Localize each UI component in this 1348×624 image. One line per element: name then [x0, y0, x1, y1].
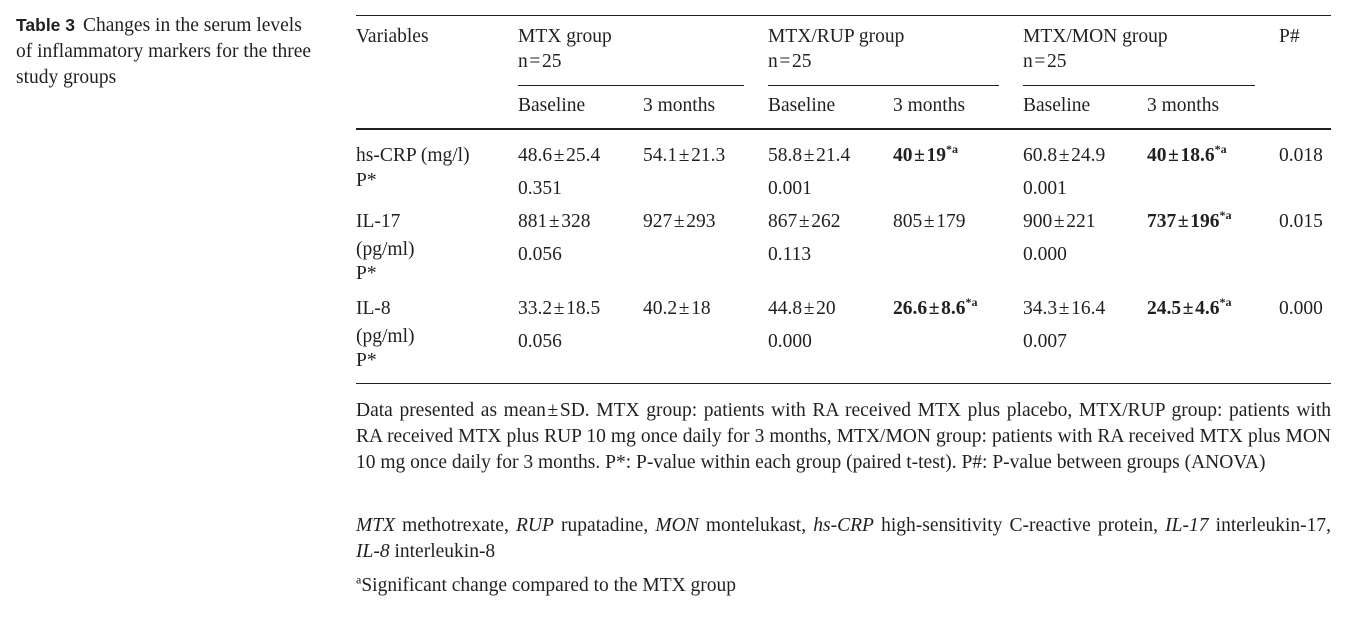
row-il17-mtx-p: 0.056 [518, 244, 562, 265]
header-rule [356, 128, 1331, 130]
significance-mark: *a [945, 141, 958, 156]
row-il17-p-between: 0.015 [1279, 211, 1323, 232]
row-hscrp-variable: hs-CRP (mg/l) [356, 145, 470, 166]
top-rule [356, 15, 1331, 16]
abbreviations-note: MTX methotrexate, RUP rupatadine, MON mo… [356, 513, 1331, 565]
row-il17-p-label: P* [356, 263, 377, 284]
header-mon-group: MTX/MON group [1023, 26, 1168, 47]
data-presented-note: Data presented as mean ± SD. MTX group: … [356, 400, 1331, 473]
table-caption: Table 3 Changes in the serum levels of in… [16, 12, 316, 91]
header-mon-n: n = 25 [1023, 51, 1067, 72]
abbr-mtx-def: methotrexate, [402, 515, 516, 536]
abbr-il17-def: interleukin-17, [1215, 515, 1332, 536]
row-il8-mtx-3months: 40.2 ± 18 [643, 298, 711, 319]
header-rup-n: n = 25 [768, 51, 812, 72]
significance-mark: *a [1219, 207, 1232, 222]
row-il8-p-between: 0.000 [1279, 298, 1323, 319]
row-il8-variable: IL-8 [356, 298, 391, 319]
header-p-between: P# [1279, 26, 1300, 47]
table-label: Table 3 [16, 15, 76, 35]
footnote-text: Significant change compared to the MTX g… [361, 575, 737, 596]
row-il17-rup-baseline: 867 ± 262 [768, 211, 841, 232]
row-hscrp-mon-3months: 40 ± 18.6*a [1147, 141, 1227, 167]
row-il8-rup-p: 0.000 [768, 331, 812, 352]
row-il17-mtx-baseline: 881 ± 328 [518, 211, 591, 232]
row-hscrp-rup-p: 0.001 [768, 178, 812, 199]
header-mtx-baseline: Baseline [518, 95, 586, 116]
header-mon-3months: 3 months [1147, 95, 1220, 116]
row-il8-mon-3months: 24.5 ± 4.6*a [1147, 294, 1232, 320]
row-il8-rup-3months: 26.6 ± 8.6*a [893, 294, 978, 320]
footnote-mark: a [356, 572, 362, 587]
row-il17-unit: (pg/ml) [356, 239, 415, 260]
row-il8-mtx-p: 0.056 [518, 331, 562, 352]
row-il8-unit: (pg/ml) [356, 326, 415, 347]
header-rup-3months: 3 months [893, 95, 966, 116]
table-notes: Data presented as mean ± SD. MTX group: … [356, 398, 1331, 476]
row-hscrp-mon-baseline: 60.8 ± 24.9 [1023, 145, 1106, 166]
abbr-mon-def: montelukast, [705, 515, 814, 536]
abbr-rup: RUP [515, 515, 554, 536]
row-il17-mtx-3months: 927 ± 293 [643, 211, 716, 232]
abbr-il8: IL-8 [356, 541, 390, 562]
row-hscrp-p-label: P* [356, 170, 377, 191]
row-il8-rup-baseline: 44.8 ± 20 [768, 298, 836, 319]
footnote: aSignificant change compared to the MTX … [356, 573, 1331, 599]
abbr-rup-def: rupatadine, [561, 515, 656, 536]
header-mtx-group: MTX group [518, 26, 612, 47]
row-hscrp-mtx-p: 0.351 [518, 178, 562, 199]
header-mon-baseline: Baseline [1023, 95, 1091, 116]
significance-mark: *a [1219, 294, 1232, 309]
row-il8-mtx-baseline: 33.2 ± 18.5 [518, 298, 601, 319]
abbr-il17: IL-17 [1165, 515, 1209, 536]
row-il17-variable: IL-17 [356, 211, 401, 232]
header-rup-baseline: Baseline [768, 95, 836, 116]
row-hscrp-rup-baseline: 58.8 ± 21.4 [768, 145, 851, 166]
row-il17-mon-p: 0.000 [1023, 244, 1067, 265]
rup-group-rule [768, 85, 999, 86]
row-il8-mon-p: 0.007 [1023, 331, 1067, 352]
row-il17-mon-3months: 737 ± 196*a [1147, 207, 1232, 233]
abbr-hscrp-def: high-sensitivity C-reactive protein, [881, 515, 1166, 536]
abbr-mtx: MTX [356, 515, 395, 536]
bottom-rule [356, 383, 1331, 384]
row-hscrp-mon-p: 0.001 [1023, 178, 1067, 199]
row-hscrp-rup-3months: 40 ± 19*a [893, 141, 958, 167]
row-il8-p-label: P* [356, 350, 377, 371]
mon-group-rule [1023, 85, 1255, 86]
header-variables: Variables [356, 26, 429, 47]
header-rup-group: MTX/RUP group [768, 26, 905, 47]
row-il17-mon-baseline: 900 ± 221 [1023, 211, 1096, 232]
row-hscrp-mtx-3months: 54.1 ± 21.3 [643, 145, 726, 166]
significance-mark: *a [1214, 141, 1227, 156]
row-hscrp-mtx-baseline: 48.6 ± 25.4 [518, 145, 601, 166]
abbr-il8-def: interleukin-8 [394, 541, 496, 562]
abbr-hscrp: hs-CRP [813, 515, 874, 536]
header-mtx-3months: 3 months [643, 95, 716, 116]
row-il17-rup-3months: 805 ± 179 [893, 211, 966, 232]
header-mtx-n: n = 25 [518, 51, 562, 72]
mtx-group-rule [518, 85, 744, 86]
row-il17-rup-p: 0.113 [768, 244, 812, 265]
significance-mark: *a [965, 294, 978, 309]
row-hscrp-p-between: 0.018 [1279, 145, 1323, 166]
caption-text: Changes in the serum levels of inflammat… [16, 15, 312, 88]
row-il8-mon-baseline: 34.3 ± 16.4 [1023, 298, 1106, 319]
abbr-mon: MON [655, 515, 699, 536]
